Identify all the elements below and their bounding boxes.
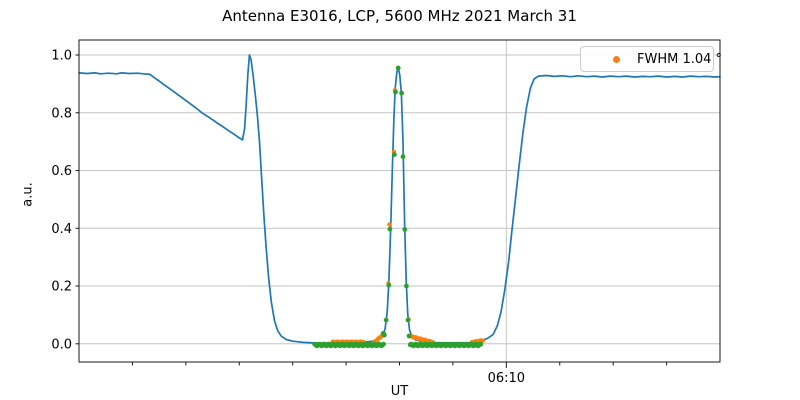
ytick-label: 0.0	[51, 337, 72, 352]
selected-points-dots-point	[387, 226, 393, 232]
legend-box: FWHM 1.04 °	[580, 46, 722, 72]
ytick-label: 0.4	[51, 222, 72, 237]
selected-points-dots-point	[399, 90, 404, 96]
fwhm-legend-marker-icon	[613, 55, 620, 63]
selected-points-dots-point	[400, 154, 406, 160]
selected-points-dots-point	[393, 89, 398, 95]
signal-line	[78, 54, 721, 345]
selected-points-dots-point	[392, 152, 397, 158]
signal-line-path	[78, 54, 721, 345]
selected-points-dots-point	[478, 341, 484, 347]
chart-title: Antenna E3016, LCP, 5600 MHz 2021 March …	[222, 7, 577, 25]
selected-points-dots-point	[406, 333, 412, 339]
selected-points-dots-point	[395, 65, 401, 71]
ytick-label: 0.6	[51, 164, 72, 179]
selected-points-dots-point	[404, 283, 409, 289]
ytick-label: 1.0	[51, 49, 72, 64]
selected-points-dots-point	[405, 317, 411, 323]
gridlines	[79, 40, 720, 362]
ytick-label: 0.2	[51, 280, 72, 295]
selected-points-dots	[312, 65, 484, 349]
selected-points-dots-point	[381, 341, 386, 347]
axis-ticks: 0.0 0.2 0.4 0.6 0.8 1.0 06:10	[51, 49, 668, 386]
y-axis-label: a.u.	[20, 182, 36, 207]
xtick-major-label: 06:10	[488, 371, 525, 386]
fwhm-legend-label: FWHM 1.04 °	[637, 51, 723, 67]
selected-points-dots-point	[383, 317, 389, 323]
selected-points-dots-point	[381, 332, 387, 338]
x-axis-label: UT	[390, 384, 409, 399]
axes-spines	[78, 39, 721, 363]
selected-points-dots-point	[386, 282, 392, 288]
ytick-label: 0.8	[51, 106, 72, 121]
fwhm-fit-dots-point	[387, 222, 392, 227]
fwhm-fit-dots-point	[480, 338, 485, 343]
selected-points-dots-point	[402, 227, 408, 232]
